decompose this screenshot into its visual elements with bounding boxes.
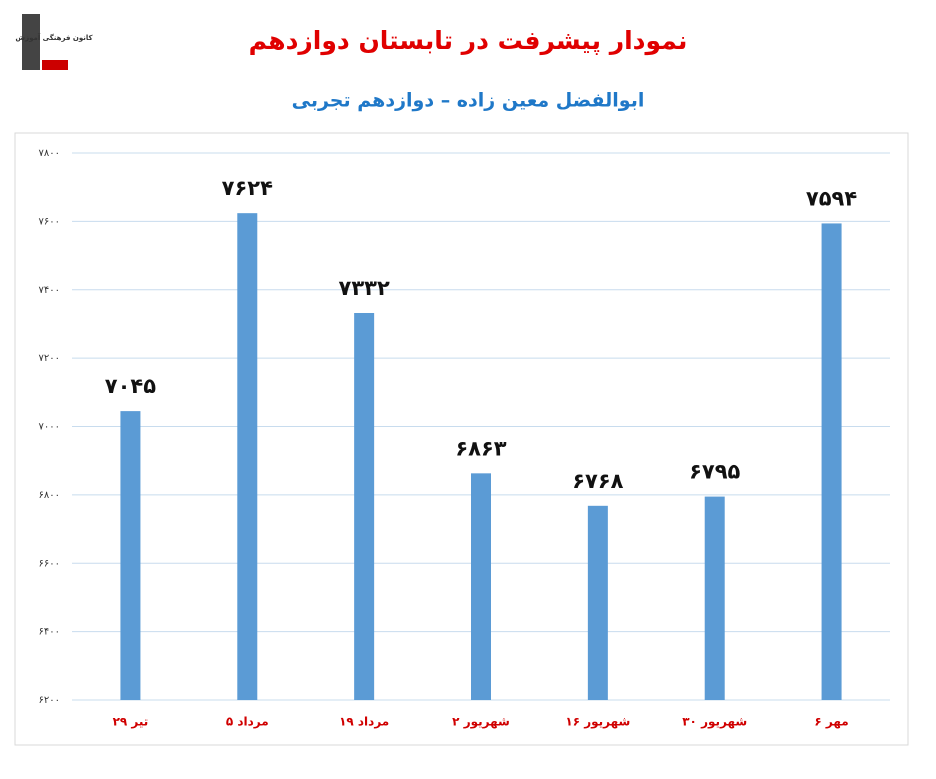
y-tick-label: ۷۴۰۰ [39,285,60,296]
chart-title: نمودار پیشرفت در تابستان دوازدهم [249,26,688,56]
y-tick-label: ۶۴۰۰ [39,627,60,638]
logo-band [42,60,68,70]
x-tick-label: ۲۹ تیر [113,715,149,729]
logo-text: کانون فرهنگی آموزش [15,33,93,42]
bar [704,496,725,700]
data-label: ۷۳۳۲ [339,276,390,300]
data-label: ۷۰۴۵ [105,374,156,398]
x-tick-label: ۲ شهریور [452,715,510,730]
logo-figure [22,14,40,70]
bar [821,223,842,700]
x-tick-label: ۳۰ شهریور [682,715,747,730]
data-label: ۶۸۶۳ [455,436,506,460]
y-tick-label: ۶۶۰۰ [39,558,60,569]
data-label: ۷۵۹۴ [806,186,857,210]
bar [237,213,258,701]
y-tick-label: ۶۸۰۰ [39,490,60,501]
data-label: ۶۷۹۵ [689,460,740,484]
bar [587,505,608,700]
x-tick-label: ۶ مهر [814,715,848,729]
y-tick-label: ۷۲۰۰ [39,353,60,364]
data-label: ۶۷۶۸ [572,469,623,493]
x-tick-label: ۱۶ شهریور [565,715,630,730]
chart-subtitle: ابوالفضل معین زاده – دوازدهم تجربی [292,90,645,112]
chart-frame [14,132,909,746]
x-tick-label: ۱۹ مرداد [339,715,389,729]
y-tick-label: ۷۰۰۰ [39,422,60,433]
y-tick-label: ۶۲۰۰ [39,695,60,706]
bar [120,411,141,700]
y-tick-label: ۷۸۰۰ [39,148,60,159]
logo: کانون فرهنگی آموزش [15,14,94,70]
y-tick-label: ۷۶۰۰ [39,216,60,227]
data-label: ۷۶۲۴ [222,176,273,200]
bar [354,312,375,700]
x-tick-label: ۵ مرداد [226,715,269,729]
bar [471,473,491,700]
